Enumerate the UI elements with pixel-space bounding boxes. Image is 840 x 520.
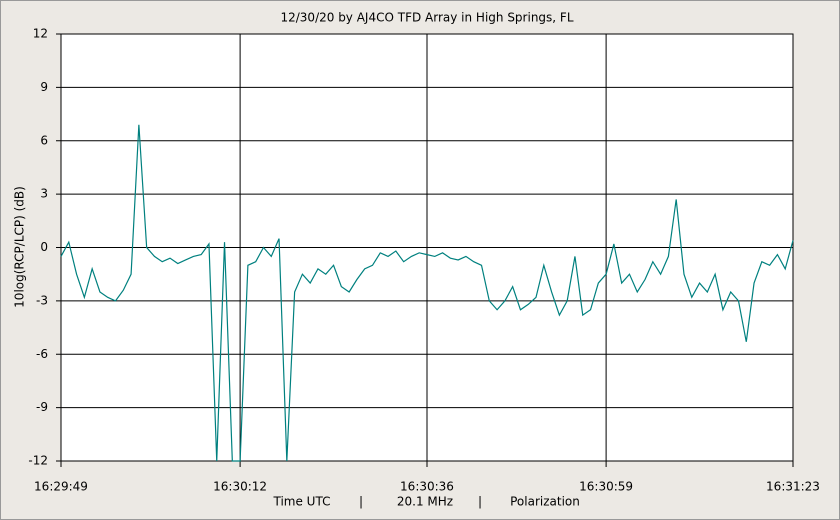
y-tick-label: -12 [28, 454, 48, 468]
y-tick-label: 9 [40, 80, 48, 94]
data-line [60, 124, 794, 462]
y-tick-label: 12 [33, 27, 48, 41]
x-tick-label: 16:30:12 [213, 480, 267, 494]
plot-border [60, 33, 794, 462]
chart-title: 12/30/20 by AJ4CO TFD Array in High Spri… [280, 11, 573, 25]
x-tick-label: 16:30:36 [400, 480, 454, 494]
y-tick-label: -9 [36, 400, 48, 414]
x-tick-label: 16:29:49 [34, 480, 88, 494]
y-tick-label: -6 [36, 347, 48, 361]
x-tick-label: 16:31:23 [766, 480, 820, 494]
footer-separator: | [359, 495, 363, 509]
y-tick-label: 6 [40, 133, 48, 147]
y-tick-label: -3 [36, 293, 48, 307]
footer-text: Polarization [510, 495, 580, 509]
y-axis-label: 10log(RCP/LCP) (dB) [13, 186, 27, 308]
footer-separator: | [478, 495, 482, 509]
footer-text: Time UTC [273, 495, 331, 509]
x-tick-label: 16:30:59 [579, 480, 633, 494]
y-tick-label: 3 [40, 187, 48, 201]
footer-text: 20.1 MHz [397, 495, 453, 509]
y-tick-label: 0 [40, 240, 48, 254]
